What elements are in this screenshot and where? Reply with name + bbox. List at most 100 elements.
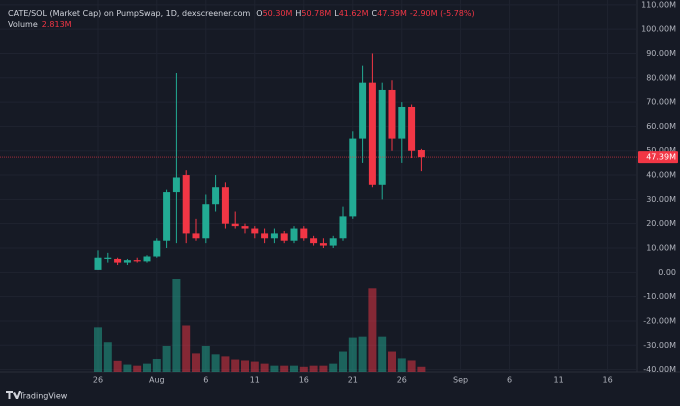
candle-body [251,228,259,234]
volume-bar [211,354,220,372]
candle-body [388,89,396,139]
candle-body [378,89,386,185]
ohlc-value: 41.62M [339,9,369,18]
y-tick-label: 110.00M [641,0,676,9]
candle-body [153,240,161,257]
candle-body [408,106,416,151]
symbol-title: CATE/SOL (Market Cap) on PumpSwap, 1D, d… [8,9,251,18]
volume-bar [358,336,367,372]
ohlc-value: 50.78M [301,9,331,18]
volume-bar [368,288,377,372]
ohlc-value: 47.39M [377,9,407,18]
candle-body [133,260,141,262]
volume-bar [378,336,387,372]
candle-body [192,233,200,239]
y-tick-label: 30.00M [646,195,676,204]
x-tick-label: 16 [299,376,309,385]
x-tick-label: 6 [507,376,512,385]
y-tick-label: -30.00M [643,341,676,350]
ohlc-label: L [334,9,339,18]
x-tick-label: 26 [397,376,407,385]
volume-bar [407,360,416,372]
candle-body [231,223,239,227]
header: CATE/SOL (Market Cap) on PumpSwap, 1D, d… [8,9,475,29]
volume-value: 2.813M [42,20,72,29]
x-tick-label: 11 [554,376,564,385]
candle-body [417,150,425,158]
candle-body [339,216,347,239]
y-tick-label: 80.00M [646,73,676,82]
candle-body [280,233,288,241]
x-tick-label: Aug [149,376,165,385]
candle-body [329,238,337,246]
y-tick-label: 40.00M [646,171,676,180]
volume-bar [388,351,396,372]
x-tick-label: 6 [203,376,208,385]
candle-body [163,192,171,241]
volume-bar [260,363,269,372]
volume-bar [152,358,161,372]
volume-bar [162,345,171,372]
header-line: CATE/SOL (Market Cap) on PumpSwap, 1D, d… [8,9,475,18]
candle-body [261,233,269,239]
y-tick-label: -40.00M [643,365,676,374]
y-tick-label: 10.00M [646,244,676,253]
change: -2.90M (-5.78%) [410,9,475,18]
logo [6,391,21,399]
candle-body [241,226,249,229]
candle-body [172,177,180,193]
volume-bar [250,361,259,372]
candle-body [359,82,367,139]
ohlc-label: O [256,9,262,18]
volume-bar [133,365,142,372]
volume-bar [123,364,132,372]
volume-bar [192,353,200,372]
candle-body [123,260,131,263]
candle-body [270,233,278,239]
volume-bar [309,365,318,372]
branding: TradingView [18,392,68,401]
candle-body [319,243,327,246]
volume-bar [113,360,122,372]
y-tick-label: -10.00M [643,292,676,301]
volume-bar [143,363,151,372]
volume-bar [231,359,240,372]
ohlc-value: 50.30M [263,9,293,18]
candle-body [290,228,298,241]
x-tick-label: 11 [250,376,260,385]
candle-body [182,175,190,234]
candles [0,53,637,270]
ohlc-label: H [295,9,301,18]
y-tick-label: 50.00M [646,146,676,155]
ohlc-label: C [372,9,378,18]
candle-body [310,238,318,244]
y-tick-label: 90.00M [646,49,676,58]
volume-bar [329,363,338,372]
grid [0,0,637,372]
y-tick-label: -20.00M [643,316,676,325]
candle-body [349,138,357,217]
candle-body [368,82,376,185]
price-label-bg [638,151,678,164]
axes: 110.00M 100.00M 90.00M 80.00M 70.00M 60.00M 50… [93,0,678,385]
x-tick-label: 16 [603,376,613,385]
volume-bar [319,365,328,372]
candle-body [202,204,210,239]
price-label: 47.39M [646,153,676,162]
volume-bar [348,337,357,372]
x-tick-label: 21 [348,376,358,385]
volume-bar [290,365,298,372]
candle-body [143,256,151,262]
volume-bar [339,351,347,372]
volume-bar [299,366,308,372]
volume-bar [221,356,230,372]
volume-label: Volume [8,20,38,29]
volume-pane [94,279,426,372]
x-tick-label: Sep [453,376,468,385]
y-tick-label: 100.00M [641,25,676,34]
volume-bar [201,345,210,372]
volume-bar [103,342,112,372]
candle-body [104,257,112,259]
y-tick-label: 70.00M [646,98,676,107]
